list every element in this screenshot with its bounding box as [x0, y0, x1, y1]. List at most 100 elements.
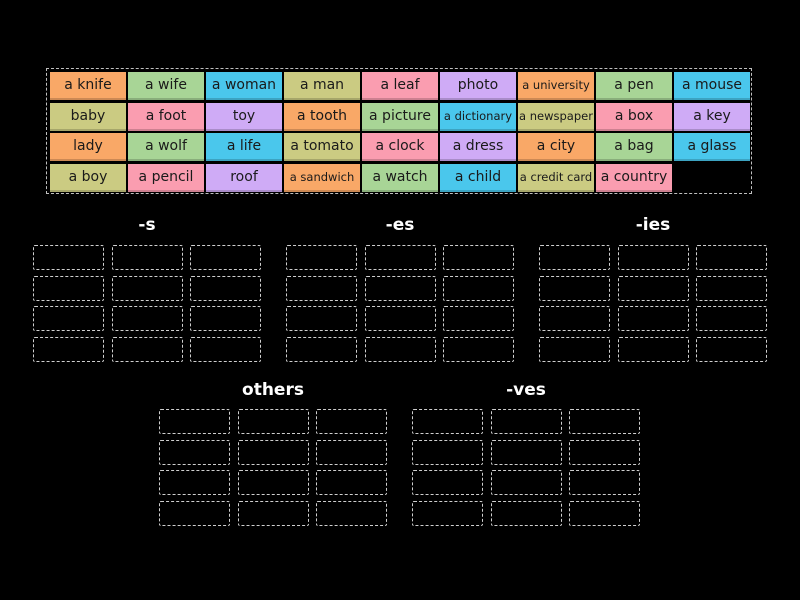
word-bank: a knife a wife a woman a man a leaf photo a un…: [46, 68, 752, 194]
word-card[interactable]: a bag: [596, 133, 672, 161]
drop-slot[interactable]: [33, 337, 104, 363]
word-card[interactable]: a mouse: [674, 72, 750, 100]
drop-slot[interactable]: [412, 501, 483, 527]
group-title-s: -s: [138, 215, 156, 235]
drop-slot[interactable]: [364, 337, 436, 363]
drop-slot[interactable]: [159, 409, 230, 434]
drop-slot[interactable]: [159, 501, 230, 527]
word-card[interactable]: a glass: [674, 133, 750, 161]
drop-slot[interactable]: [696, 306, 767, 332]
word-card[interactable]: a dictionary: [440, 102, 516, 131]
drop-slot[interactable]: [569, 470, 640, 496]
group-title-ves: -ves: [506, 380, 546, 400]
drop-slot[interactable]: [364, 306, 436, 332]
drop-slot[interactable]: [33, 245, 104, 270]
drop-slot[interactable]: [111, 275, 183, 301]
word-card[interactable]: baby: [50, 102, 126, 131]
drop-slot[interactable]: [111, 245, 183, 270]
word-card[interactable]: a woman: [206, 72, 282, 100]
drop-slot[interactable]: [412, 409, 483, 434]
drop-slot[interactable]: [539, 337, 610, 363]
word-card[interactable]: a tooth: [284, 102, 360, 131]
drop-slot[interactable]: [412, 470, 483, 496]
word-card[interactable]: a foot: [128, 102, 204, 131]
drop-slot[interactable]: [316, 501, 387, 527]
drop-slot[interactable]: [159, 439, 230, 465]
drop-slot[interactable]: [33, 275, 104, 301]
drop-slot[interactable]: [696, 337, 767, 363]
word-card[interactable]: a key: [674, 102, 750, 131]
drop-slot[interactable]: [364, 275, 436, 301]
word-card[interactable]: a life: [206, 133, 282, 161]
drop-slot[interactable]: [490, 501, 562, 527]
drop-slot[interactable]: [111, 337, 183, 363]
word-card[interactable]: a country: [596, 163, 672, 192]
drop-slot[interactable]: [696, 275, 767, 301]
drop-slot[interactable]: [237, 501, 309, 527]
drop-slot[interactable]: [696, 245, 767, 270]
word-card[interactable]: a dress: [440, 133, 516, 161]
word-card[interactable]: a knife: [50, 72, 126, 100]
drop-slot[interactable]: [111, 306, 183, 332]
drop-slot[interactable]: [617, 245, 689, 270]
word-card[interactable]: a man: [284, 72, 360, 100]
word-card[interactable]: a university: [518, 72, 594, 100]
group-title-others: others: [242, 380, 304, 400]
drop-slot[interactable]: [443, 245, 514, 270]
drop-slot[interactable]: [412, 439, 483, 465]
drop-slot[interactable]: [539, 245, 610, 270]
drop-slot[interactable]: [443, 337, 514, 363]
word-card[interactable]: a wolf: [128, 133, 204, 161]
group-title-es: -es: [385, 215, 415, 235]
drop-slot[interactable]: [617, 306, 689, 332]
drop-slot[interactable]: [237, 470, 309, 496]
drop-slot[interactable]: [443, 275, 514, 301]
drop-slot[interactable]: [286, 306, 357, 332]
drop-slot[interactable]: [364, 245, 436, 270]
word-card[interactable]: lady: [50, 133, 126, 161]
drop-slot[interactable]: [316, 409, 387, 434]
word-card[interactable]: a picture: [362, 102, 438, 131]
word-card[interactable]: a newspaper: [518, 102, 594, 131]
drop-slot[interactable]: [490, 439, 562, 465]
word-card[interactable]: a sandwich: [284, 163, 360, 192]
drop-slot[interactable]: [159, 470, 230, 496]
drop-slot[interactable]: [190, 275, 261, 301]
drop-slot[interactable]: [490, 470, 562, 496]
drop-slot[interactable]: [569, 439, 640, 465]
word-card[interactable]: roof: [206, 163, 282, 192]
drop-slot[interactable]: [33, 306, 104, 332]
drop-slot[interactable]: [286, 245, 357, 270]
drop-slot[interactable]: [190, 306, 261, 332]
drop-slot[interactable]: [443, 306, 514, 332]
word-card[interactable]: a box: [596, 102, 672, 131]
drop-slot[interactable]: [569, 501, 640, 527]
drop-slot[interactable]: [190, 337, 261, 363]
drop-slot[interactable]: [569, 409, 640, 434]
word-card[interactable]: a credit card: [518, 163, 594, 192]
drop-slot[interactable]: [237, 409, 309, 434]
word-card[interactable]: a tomato: [284, 133, 360, 161]
word-card[interactable]: a clock: [362, 133, 438, 161]
word-card[interactable]: photo: [440, 72, 516, 100]
drop-slot[interactable]: [286, 337, 357, 363]
word-card[interactable]: a city: [518, 133, 594, 161]
drop-slot[interactable]: [617, 337, 689, 363]
word-card[interactable]: a wife: [128, 72, 204, 100]
word-card[interactable]: a watch: [362, 163, 438, 192]
word-card[interactable]: a boy: [50, 163, 126, 192]
drop-slot[interactable]: [617, 275, 689, 301]
drop-slot[interactable]: [286, 275, 357, 301]
word-card[interactable]: a child: [440, 163, 516, 192]
drop-slot[interactable]: [237, 439, 309, 465]
drop-slot[interactable]: [490, 409, 562, 434]
word-card[interactable]: a pencil: [128, 163, 204, 192]
drop-slot[interactable]: [539, 306, 610, 332]
drop-slot[interactable]: [190, 245, 261, 270]
drop-slot[interactable]: [539, 275, 610, 301]
word-card[interactable]: a leaf: [362, 72, 438, 100]
word-card[interactable]: toy: [206, 102, 282, 131]
word-card[interactable]: a pen: [596, 72, 672, 100]
drop-slot[interactable]: [316, 470, 387, 496]
drop-slot[interactable]: [316, 439, 387, 465]
